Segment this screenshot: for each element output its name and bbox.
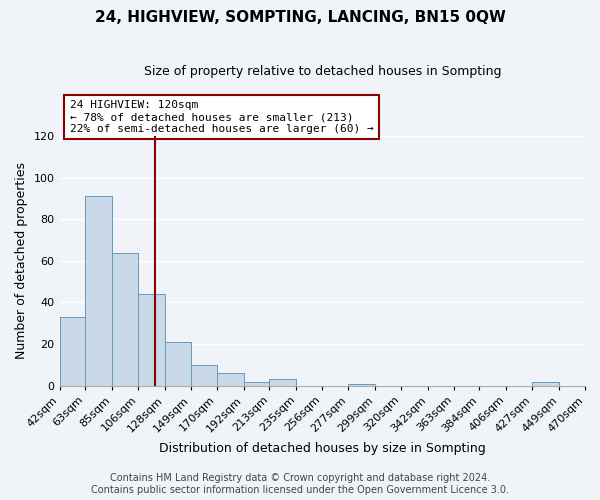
Bar [138,294,165,386]
X-axis label: Distribution of detached houses by size in Sompting: Distribution of detached houses by size … [159,442,485,455]
Bar [191,365,217,386]
Bar [585,384,600,386]
Bar [85,196,112,386]
Bar [269,380,296,386]
Bar [165,342,191,386]
Y-axis label: Number of detached properties: Number of detached properties [15,162,28,360]
Text: Contains HM Land Registry data © Crown copyright and database right 2024.
Contai: Contains HM Land Registry data © Crown c… [91,474,509,495]
Bar [217,373,244,386]
Text: 24, HIGHVIEW, SOMPTING, LANCING, BN15 0QW: 24, HIGHVIEW, SOMPTING, LANCING, BN15 0Q… [95,10,505,25]
Bar [59,317,85,386]
Text: 24 HIGHVIEW: 120sqm
← 78% of detached houses are smaller (213)
22% of semi-detac: 24 HIGHVIEW: 120sqm ← 78% of detached ho… [70,100,374,134]
Bar [244,382,269,386]
Bar [348,384,375,386]
Title: Size of property relative to detached houses in Sompting: Size of property relative to detached ho… [143,65,501,78]
Bar [532,382,559,386]
Bar [112,252,138,386]
